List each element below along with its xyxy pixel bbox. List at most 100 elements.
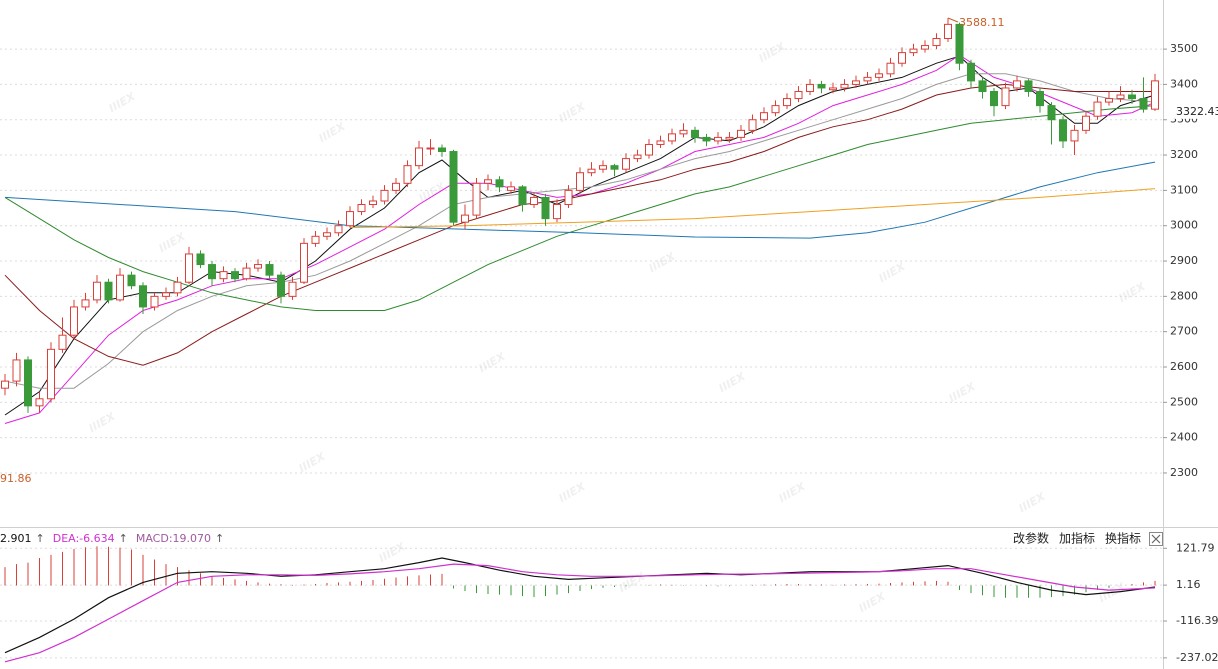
candle-body	[415, 147, 423, 167]
indicator-arrow: ↑	[36, 532, 45, 545]
candle-body	[369, 200, 377, 206]
toolbar-button[interactable]: 加指标	[1059, 531, 1095, 546]
moving-average-line	[4, 105, 1156, 311]
candle-body	[978, 80, 987, 92]
moving-average-line	[349, 188, 1156, 228]
indicator-value: DEA:-6.634	[53, 532, 115, 545]
low-label: 91.86	[0, 472, 32, 485]
candle-body	[461, 214, 469, 223]
candle-body	[909, 48, 918, 54]
candle-body	[932, 38, 941, 47]
candle-body	[633, 154, 642, 160]
close-icon[interactable]	[1151, 534, 1161, 544]
moving-average-line	[4, 83, 1155, 366]
candle-body	[1139, 98, 1148, 110]
candle-body	[139, 285, 147, 308]
indicator-value: MACD:19.070	[136, 532, 211, 545]
candle-body	[219, 271, 228, 280]
y-tick-label: 2900	[1170, 254, 1198, 267]
candle-body	[438, 147, 446, 153]
candle-body	[173, 281, 182, 294]
candle-body	[1001, 87, 1010, 107]
candle-body	[622, 158, 630, 170]
candle-body	[898, 52, 906, 64]
candle-body	[334, 225, 343, 234]
close-button[interactable]	[1149, 532, 1163, 546]
y-tick-label: 2400	[1170, 431, 1198, 444]
candle-body	[426, 147, 435, 150]
candle-body	[714, 136, 722, 142]
y-tick-label: 2700	[1170, 325, 1198, 338]
candle-body	[484, 179, 492, 184]
indicator-value: 2.901	[0, 532, 32, 545]
candle-body	[875, 73, 883, 78]
candle-body	[840, 83, 849, 89]
candle-body	[311, 235, 320, 244]
candle-body	[886, 62, 895, 75]
candle-body	[725, 136, 734, 140]
candle-body	[1024, 80, 1033, 92]
candle-body	[1128, 94, 1136, 100]
candle-body	[346, 211, 354, 227]
candle-body	[449, 151, 458, 223]
price-label: 3322.43	[1176, 105, 1218, 118]
candle-body	[771, 105, 780, 114]
candle-body	[495, 179, 504, 188]
candle-body	[12, 359, 21, 382]
candle-body	[1070, 129, 1079, 142]
candle-body	[185, 253, 193, 283]
candle-body	[576, 172, 584, 191]
y-tick-label: -116.39	[1176, 614, 1218, 627]
candle-body	[921, 45, 929, 50]
candle-body	[58, 334, 67, 350]
candle-body	[277, 274, 285, 297]
candle-body	[127, 274, 136, 287]
candle-body	[817, 83, 826, 89]
y-tick-label: 2600	[1170, 360, 1198, 373]
toolbar-button[interactable]: 改参数	[1013, 531, 1049, 546]
candle-body	[1082, 115, 1090, 131]
candle-body	[150, 295, 159, 308]
candle-body	[967, 62, 975, 82]
candle-body	[852, 80, 860, 85]
candle-body	[541, 196, 550, 220]
y-tick-label: 2300	[1170, 466, 1198, 479]
candle-body	[656, 140, 665, 145]
candle-body	[24, 359, 32, 407]
candle-body	[323, 232, 331, 237]
candle-body	[668, 133, 676, 142]
candle-body	[1093, 101, 1102, 117]
candle-body	[518, 186, 527, 206]
candle-body	[47, 348, 55, 400]
candle-body	[392, 182, 400, 191]
candle-body	[990, 90, 998, 107]
moving-average-line	[4, 161, 1156, 239]
y-tick-label: -237.02	[1176, 651, 1218, 664]
candle-body	[288, 281, 297, 297]
candle-body	[242, 267, 251, 280]
candle-body	[829, 87, 837, 91]
candle-body	[403, 165, 412, 184]
candle-body	[955, 23, 964, 64]
toolbar-button[interactable]: 换指标	[1105, 531, 1141, 546]
candle-body	[300, 242, 308, 283]
y-tick-label: 3000	[1170, 219, 1198, 232]
candle-body	[794, 90, 803, 100]
candle-body	[1047, 105, 1056, 121]
candle-body	[70, 306, 78, 336]
candle-body	[587, 168, 596, 174]
candle-body	[553, 204, 561, 220]
candle-body	[530, 196, 538, 206]
candle-body	[104, 281, 113, 301]
candle-body	[1059, 119, 1067, 142]
y-tick-label: 2800	[1170, 289, 1198, 302]
y-tick-label: 3100	[1170, 183, 1198, 196]
candle-body	[93, 281, 101, 301]
candle-body	[691, 129, 699, 138]
candle-body	[1116, 94, 1125, 100]
candle-body	[162, 292, 170, 297]
candle-body	[507, 186, 515, 191]
candle-body	[1105, 98, 1113, 103]
candle-body	[863, 76, 872, 82]
